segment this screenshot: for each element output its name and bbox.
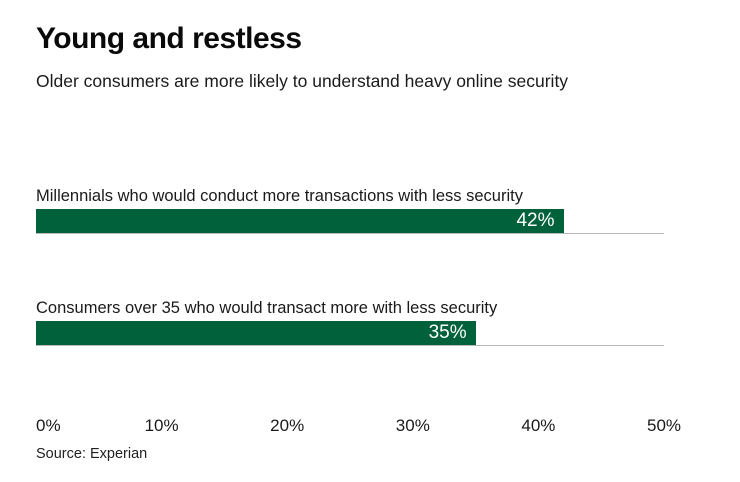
chart-title: Young and restless — [36, 22, 302, 55]
source-note: Source: Experian — [36, 446, 148, 462]
bar-millennials: 42% — [36, 209, 564, 233]
x-axis-tick-30: 30% — [395, 416, 430, 435]
x-axis-tick-50: 50% — [646, 416, 682, 435]
x-axis-tick-10: 10% — [144, 416, 179, 435]
bar-label-over-35: Consumers over 35 who would transact mor… — [36, 299, 498, 317]
bar-label-millennials: Millennials who would conduct more trans… — [36, 187, 523, 205]
bar-value-millennials: 42% — [516, 210, 555, 231]
x-axis: 0% 10% 20% 30% 40% 50% — [36, 416, 681, 438]
bar-over-35: 35% — [36, 321, 476, 345]
x-axis-tick-0: 0% — [36, 416, 61, 435]
chart-subtitle: Older consumers are more likely to under… — [36, 71, 569, 91]
bar-value-over-35: 35% — [428, 322, 467, 343]
x-axis-tick-20: 20% — [270, 416, 305, 435]
bar-track-millennials: 42% — [36, 209, 664, 234]
bar-track-over-35: 35% — [36, 321, 664, 346]
x-axis-tick-40: 40% — [521, 416, 556, 435]
